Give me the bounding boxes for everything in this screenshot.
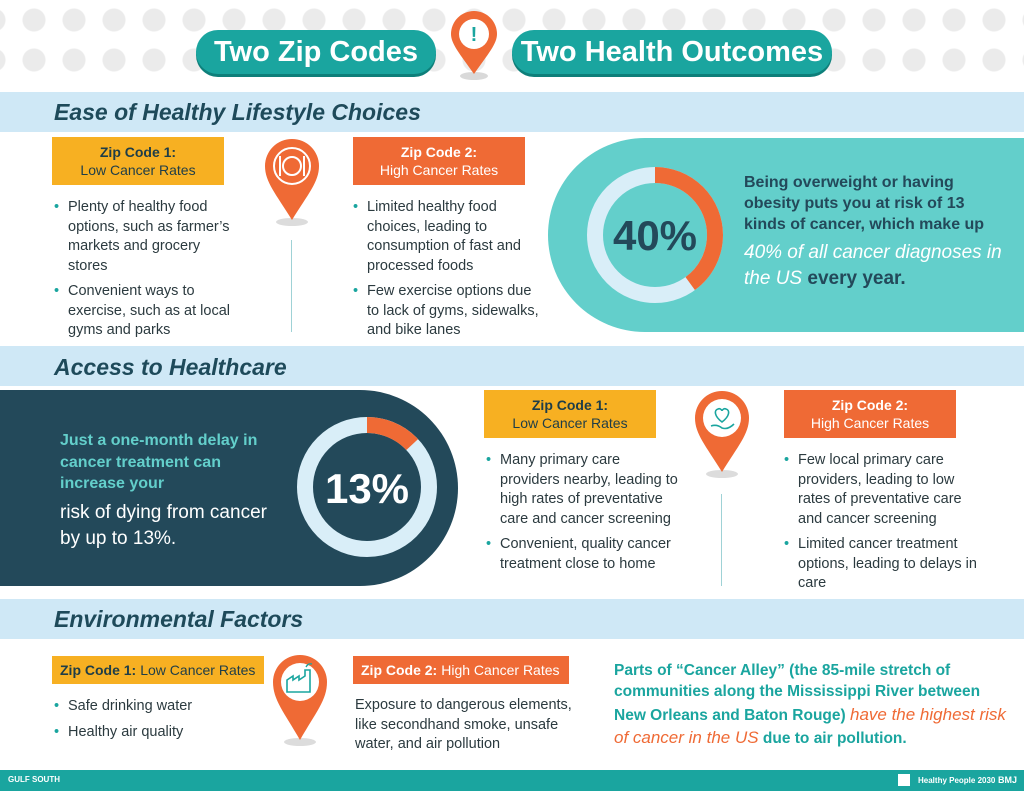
footer-bar bbox=[0, 770, 1024, 791]
cancer-alley-part3: due to air pollution. bbox=[762, 730, 907, 748]
divider-line bbox=[721, 494, 722, 586]
zip2-sub-text: High Cancer Rates bbox=[379, 162, 499, 178]
alert-symbol: ! bbox=[471, 24, 478, 46]
background-dots bbox=[0, 0, 1024, 88]
zip1-list-lifestyle: Plenty of healthy food options, such as … bbox=[54, 198, 234, 347]
zip1-label-text: Zip Code 1: bbox=[99, 143, 177, 160]
title-right-text: Two Health Outcomes bbox=[520, 35, 824, 68]
obesity-stat-text: Being overweight or having obesity puts … bbox=[744, 174, 985, 233]
zip2-sub-text: High Cancer Rates bbox=[441, 662, 560, 678]
zip2-label-healthcare: Zip Code 2: High Cancer Rates bbox=[784, 390, 956, 438]
list-item: Few local primary care providers, leadin… bbox=[784, 451, 980, 529]
list-item: Limited healthy food choices, leading to… bbox=[353, 198, 543, 276]
alert-pin-icon: ! bbox=[451, 11, 497, 80]
list-item: Convenient ways to exercise, such as at … bbox=[54, 282, 234, 341]
zip2-sub-text: High Cancer Rates bbox=[810, 415, 930, 431]
footer-logo-healthy-people: Healthy People 2030 bbox=[918, 776, 996, 785]
zip1-label-lifestyle: Zip Code 1: Low Cancer Rates bbox=[52, 137, 224, 185]
zip1-label-environment: Zip Code 1: Low Cancer Rates bbox=[52, 656, 264, 684]
list-item: Healthy air quality bbox=[54, 723, 254, 743]
section-title-healthcare: Access to Healthcare bbox=[54, 354, 287, 380]
page-title-left: Two Zip Codes bbox=[196, 30, 436, 74]
zip1-list-healthcare: Many primary care providers nearby, lead… bbox=[486, 451, 682, 580]
zip1-label-healthcare: Zip Code 1: Low Cancer Rates bbox=[484, 390, 656, 438]
section-band-environment bbox=[0, 599, 1024, 639]
zip1-label-text: Zip Code 1: bbox=[60, 662, 137, 678]
section-title-lifestyle: Ease of Healthy Lifestyle Choices bbox=[54, 99, 421, 125]
zip2-label-lifestyle: Zip Code 2: High Cancer Rates bbox=[353, 137, 525, 185]
section-band-healthcare bbox=[0, 346, 1024, 386]
donut-40-chart: 40% bbox=[587, 167, 723, 303]
obesity-stat-text-2: 40% of all cancer diagnoses in the US ev… bbox=[744, 240, 1014, 291]
footer-logo-bmj: BMJ bbox=[998, 775, 1018, 785]
cancer-alley-part1: Parts of “Cancer Alley” (the 85-mile str… bbox=[614, 662, 981, 724]
stat-value-13: 13% bbox=[325, 465, 409, 512]
donut-13-chart: 13% bbox=[297, 417, 437, 557]
heart-hand-icon bbox=[695, 391, 749, 478]
zip2-label-text: Zip Code 2: bbox=[400, 143, 478, 160]
zip2-label-environment: Zip Code 2: High Cancer Rates bbox=[353, 656, 569, 684]
zip2-list-healthcare: Few local primary care providers, leadin… bbox=[784, 451, 980, 600]
zip2-list-lifestyle: Limited healthy food choices, leading to… bbox=[353, 198, 543, 347]
title-left-text: Two Zip Codes bbox=[213, 35, 419, 68]
zip1-label-text: Zip Code 1: bbox=[531, 396, 609, 413]
donut-fill bbox=[587, 167, 723, 303]
stat-value-40: 40% bbox=[613, 212, 697, 259]
obesity-stat-highlight: 40% of all cancer diagnoses in the US bbox=[744, 242, 1002, 289]
zip1-list-environment: Safe drinking water Healthy air quality bbox=[54, 697, 254, 748]
delay-stat-text-2: risk of dying from cancer by up to 13%. bbox=[60, 502, 267, 549]
zip1-sub-text: Low Cancer Rates bbox=[140, 662, 256, 678]
divider-line bbox=[291, 240, 292, 332]
zip2-text-environment: Exposure to dangerous elements, like sec… bbox=[355, 697, 572, 753]
cancer-alley-text: Parts of “Cancer Alley” (the 85-mile str… bbox=[614, 660, 1010, 750]
footer-logo-box bbox=[898, 774, 910, 786]
list-item: Convenient, quality cancer treatment clo… bbox=[486, 535, 682, 574]
delay-stat-text: Just a one-month delay in cancer treatme… bbox=[60, 432, 258, 493]
list-item: Limited cancer treatment options, leadin… bbox=[784, 535, 980, 594]
section-title-environment: Environmental Factors bbox=[54, 606, 304, 632]
page-title-right: Two Health Outcomes bbox=[512, 30, 832, 74]
donut-fill bbox=[297, 417, 437, 557]
factory-icon bbox=[273, 655, 327, 746]
zip1-sub-text: Low Cancer Rates bbox=[80, 162, 196, 178]
footer-left-logo: GULF SOUTH bbox=[8, 775, 60, 784]
zip2-label-text: Zip Code 2: bbox=[361, 662, 438, 678]
zip1-sub-text: Low Cancer Rates bbox=[512, 415, 628, 431]
plate-fork-knife-icon bbox=[265, 139, 319, 226]
obesity-stat-panel bbox=[548, 138, 1024, 332]
list-item: Safe drinking water bbox=[54, 697, 254, 717]
section-band-lifestyle bbox=[0, 92, 1024, 132]
obesity-stat-end: every year. bbox=[807, 267, 906, 289]
list-item: Many primary care providers nearby, lead… bbox=[486, 451, 682, 529]
cancer-alley-part2: have the highest risk of cancer in the U… bbox=[614, 704, 1006, 748]
zip2-label-text: Zip Code 2: bbox=[831, 396, 909, 413]
list-item: Few exercise options due to lack of gyms… bbox=[353, 282, 543, 341]
list-item: Plenty of healthy food options, such as … bbox=[54, 198, 234, 276]
